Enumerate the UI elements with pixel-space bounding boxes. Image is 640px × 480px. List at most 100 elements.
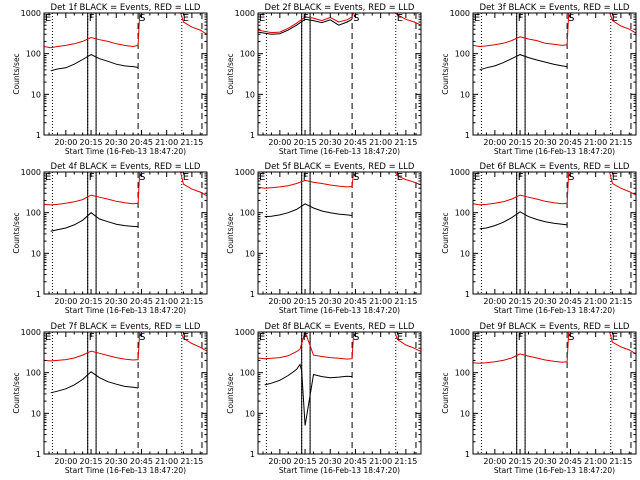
events-series-line [50,371,139,394]
marker-label-e: E [45,332,51,343]
y-tick-label: 1 [36,450,41,459]
marker-label-f: F [303,332,309,343]
lld-series-line [473,172,636,206]
marker-label-s: S [353,172,359,183]
x-tick-label: 21:00 [369,457,392,466]
marker-label-s: S [568,332,574,343]
y-tick-label: 1 [250,290,255,299]
x-tick-label: 21:00 [584,457,607,466]
marker-label-e: E [183,172,189,183]
events-series-line [264,203,353,218]
marker-label-s: S [568,172,574,183]
plot-frame [43,171,208,295]
x-tick-label: 20:00 [268,138,291,147]
y-tick-label: 1 [250,131,255,140]
marker-label-e: E [474,13,480,24]
x-tick-label: 20:00 [483,138,506,147]
marker-label-f: F [518,172,524,183]
marker-label-e: E [45,172,51,183]
x-axis-label: Start Time (16-Feb-13 18:47:20) [279,306,400,315]
marker-label-e: E [397,172,403,183]
x-tick-label: 20:30 [534,457,557,466]
marker-label-f: F [303,13,309,24]
x-tick-label: 20:30 [319,297,342,306]
marker-label-e: E [612,172,618,183]
marker-label-e: E [259,13,265,24]
y-tick-label: 100 [26,369,41,378]
series-group [258,332,421,426]
x-tick-label: 20:45 [559,297,582,306]
marker-label-e: E [612,332,618,343]
y-tick-label: 1 [36,131,41,140]
x-tick-label: 20:45 [130,297,153,306]
panel-title: Det 3f BLACK = Events, RED = LLD [480,3,630,13]
marker-label-e: E [397,332,403,343]
y-tick-label: 10 [31,409,41,418]
x-tick-label: 20:15 [509,457,532,466]
y-tick-label: 1 [36,290,41,299]
x-tick-label: 20:15 [80,138,103,147]
x-axis-label: Start Time (16-Feb-13 18:47:20) [65,306,186,315]
x-tick-label: 20:15 [294,138,317,147]
x-tick-label: 21:15 [609,297,632,306]
y-axis-label: Counts/sec [226,212,235,253]
events-series-line [479,54,568,71]
y-axis-label: Counts/sec [441,53,450,94]
events-series-line [50,54,139,72]
x-tick-label: 20:15 [509,297,532,306]
y-tick-label: 1000 [235,328,255,337]
y-tick-label: 10 [245,249,255,258]
series-group [44,332,207,394]
marker-label-f: F [518,332,524,343]
marker-label-f: F [303,172,309,183]
events-series-line [264,363,353,426]
y-tick-label: 1000 [21,9,41,18]
x-tick-label: 20:45 [559,138,582,147]
marker-label-e: E [183,332,189,343]
x-axis-label: Start Time (16-Feb-13 18:47:20) [494,466,615,475]
x-tick-label: 20:45 [559,457,582,466]
y-tick-label: 1 [465,450,470,459]
y-tick-label: 1000 [450,168,470,177]
x-axis-label: Start Time (16-Feb-13 18:47:20) [279,147,400,156]
lld-series-line [258,13,421,34]
events-series-line [479,211,568,230]
y-tick-label: 10 [460,409,470,418]
panel-title: Det 8f BLACK = Events, RED = LLD [265,322,415,332]
x-axis-label: Start Time (16-Feb-13 18:47:20) [279,466,400,475]
lld-series-line [258,172,421,189]
y-tick-label: 10 [460,249,470,258]
y-tick-label: 1 [465,290,470,299]
marker-label-f: F [89,332,95,343]
marker-label-e: E [259,332,265,343]
x-tick-label: 20:45 [344,297,367,306]
x-tick-label: 20:15 [294,297,317,306]
panel-title: Det 5f BLACK = Events, RED = LLD [265,162,415,172]
x-tick-label: 20:30 [534,138,557,147]
x-tick-label: 21:00 [155,138,178,147]
y-tick-label: 1000 [450,9,470,18]
y-tick-label: 10 [460,90,470,99]
lld-series-line [473,332,636,364]
x-tick-label: 21:15 [180,297,203,306]
marker-label-f: F [518,13,524,24]
x-tick-label: 21:15 [394,297,417,306]
lld-series-line [44,332,207,362]
y-tick-label: 100 [455,369,470,378]
y-tick-label: 100 [455,50,470,59]
marker-label-e: E [397,13,403,24]
series-group [473,172,636,230]
x-tick-label: 21:15 [180,457,203,466]
plot-frame [257,12,422,136]
x-axis-label: Start Time (16-Feb-13 18:47:20) [65,147,186,156]
x-tick-label: 20:30 [319,457,342,466]
x-tick-label: 20:15 [80,297,103,306]
lld-series-line [473,13,636,48]
y-tick-label: 100 [240,50,255,59]
x-tick-label: 21:15 [609,457,632,466]
